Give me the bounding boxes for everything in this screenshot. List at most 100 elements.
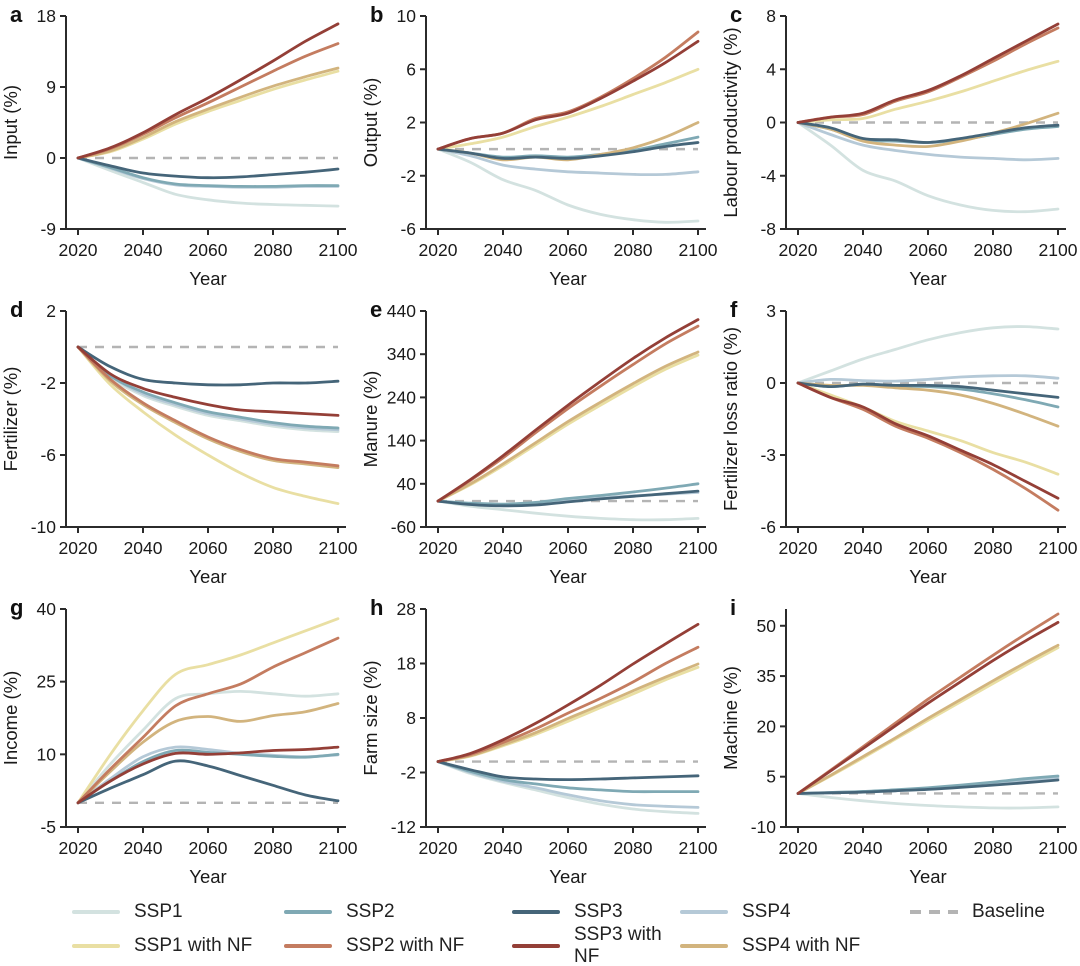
y-tick-label: 6	[406, 59, 416, 79]
y-tick-label: -9	[40, 219, 56, 239]
panel-label-f: f	[730, 297, 738, 322]
series-ssp3	[796, 778, 1060, 795]
legend-swatch-ssp1	[72, 910, 120, 914]
chart-machine: -10 5 20 35 50 2020 2040 2060 2080 2100 Machine (%…	[720, 593, 1080, 893]
series-ssp3	[76, 345, 340, 387]
series-ssp3	[76, 156, 340, 180]
x-tick-label: 2020	[419, 240, 458, 260]
legend-item-ssp4: SSP4	[680, 901, 910, 923]
series-ssp1	[76, 156, 340, 208]
x-tick-label: 2040	[844, 838, 883, 858]
x-tick-label: 2020	[59, 838, 98, 858]
x-tick-label: 2100	[679, 838, 718, 858]
x-tick-label: 2100	[319, 838, 358, 858]
x-tick-label: 2080	[254, 838, 293, 858]
x-tick-label: 2020	[779, 838, 818, 858]
series-ssp2-with-nf	[796, 381, 1060, 512]
series-ssp2	[796, 774, 1060, 795]
legend-item-baseline: Baseline	[910, 901, 1080, 923]
series-ssp4-with-nf	[76, 702, 340, 805]
x-tick-label: 2100	[1039, 538, 1078, 558]
y-axis-label: Fertilizer loss ratio (%)	[720, 327, 741, 511]
chart-svg: -6 -2 2 6 10 2020 2040 2060 2080 2100 Output (%) Ye…	[360, 6, 718, 289]
y-tick-label: -2	[400, 763, 416, 783]
x-tick-label: 2060	[189, 240, 228, 260]
series-ssp4	[436, 147, 700, 177]
y-tick-label: 5	[766, 767, 776, 787]
series-ssp2	[76, 345, 340, 430]
legend-item-ssp4-with-nf: SSP4 with NF	[680, 935, 910, 957]
y-axis-label: Output (%)	[360, 78, 381, 167]
series-ssp3	[436, 760, 700, 781]
chart-svg: -10 5 20 35 50 2020 2040 2060 2080 2100 Machine (%…	[720, 609, 1078, 887]
y-tick-label: 18	[397, 654, 416, 674]
x-tick-label: 2020	[59, 538, 98, 558]
series-ssp3-with-nf	[796, 22, 1060, 124]
y-tick-label: -3	[760, 445, 776, 465]
y-axis-label: Labour productivity (%)	[720, 27, 741, 217]
x-tick-label: 2080	[974, 538, 1013, 558]
y-tick-label: -6	[40, 445, 56, 465]
x-tick-label: 2040	[844, 538, 883, 558]
legend-label-baseline: Baseline	[972, 901, 1045, 922]
panel-h: h -12 -2 8 18 28 2020 2040 2060 2080 2100 Farm siz…	[360, 593, 720, 893]
legend-item-ssp2-with-nf: SSP2 with NF	[284, 935, 512, 957]
legend-label-ssp2-with-nf: SSP2 with NF	[346, 935, 465, 956]
y-tick-label: -6	[760, 517, 776, 537]
panel-f: f -6 -3 0 3 2020 2040 2060 2080 2100 Fertilizer l…	[720, 295, 1080, 593]
legend-label-ssp1-with-nf: SSP1 with NF	[134, 935, 253, 956]
y-tick-label: -8	[760, 219, 776, 239]
y-tick-label: 3	[766, 301, 776, 321]
x-tick-label: 2040	[124, 538, 163, 558]
y-tick-label: -10	[751, 817, 777, 837]
x-tick-label: 2040	[484, 538, 523, 558]
y-tick-label: -2	[400, 166, 416, 186]
legend-label-ssp3: SSP3	[574, 901, 623, 922]
x-tick-label: 2020	[419, 838, 458, 858]
legend-swatch-ssp2-with-nf	[284, 944, 332, 948]
chart-svg: -6 -3 0 3 2020 2040 2060 2080 2100 Fertilizer los…	[720, 301, 1078, 587]
series-ssp3-with-nf	[436, 318, 700, 503]
legend-label-ssp4: SSP4	[742, 901, 791, 922]
legend-item-ssp3: SSP3	[512, 901, 680, 923]
x-tick-label: 2080	[974, 240, 1013, 260]
series-ssp1	[796, 792, 1060, 810]
panel-label-h: h	[370, 595, 384, 620]
x-axis-label: Year	[549, 268, 586, 289]
chart-svg: -8 -4 0 4 8 2020 2040 2060 2080 2100 Labour produc…	[720, 6, 1078, 289]
y-tick-label: -2	[40, 373, 56, 393]
x-axis-label: Year	[909, 566, 946, 587]
series-ssp1	[436, 147, 700, 224]
y-tick-label: 8	[406, 708, 416, 728]
series-ssp1-with-nf	[76, 345, 340, 505]
panel-label-i: i	[730, 595, 737, 620]
x-tick-label: 2060	[189, 838, 228, 858]
series-ssp1	[436, 499, 700, 522]
series-ssp2-with-nf	[76, 345, 340, 468]
y-tick-label: 8	[766, 6, 776, 26]
x-tick-label: 2020	[419, 538, 458, 558]
series-ssp2-with-nf	[436, 30, 700, 151]
y-tick-label: 440	[387, 301, 416, 321]
series-ssp3	[436, 141, 700, 160]
x-tick-label: 2020	[59, 240, 98, 260]
x-tick-label: 2060	[549, 240, 588, 260]
y-axis-label: Income (%)	[0, 671, 21, 766]
legend-label-ssp3-with-nf: SSP3 with NF	[574, 924, 662, 966]
chart-input: -9 0 9 18 2020 2040 2060 2080 2100 Input (%) Year	[0, 0, 360, 295]
y-tick-label: 240	[387, 387, 416, 407]
series-ssp3-with-nf	[796, 621, 1060, 795]
series-ssp2-with-nf	[796, 26, 1060, 124]
x-axis-label: Year	[189, 866, 226, 887]
panel-label-e: e	[370, 297, 383, 322]
panel-label-g: g	[10, 595, 24, 620]
y-tick-label: 18	[37, 6, 56, 26]
panel-label-b: b	[370, 2, 384, 27]
series-ssp3-with-nf	[76, 345, 340, 417]
x-tick-label: 2100	[319, 538, 358, 558]
legend: SSP1 SSP2 SSP3 SSP4 Baseline SSP1 with N…	[0, 893, 1080, 966]
x-tick-label: 2080	[974, 838, 1013, 858]
y-tick-label: -6	[400, 219, 416, 239]
y-axis-label: Machine (%)	[720, 666, 741, 770]
legend-item-ssp1-with-nf: SSP1 with NF	[72, 935, 284, 957]
